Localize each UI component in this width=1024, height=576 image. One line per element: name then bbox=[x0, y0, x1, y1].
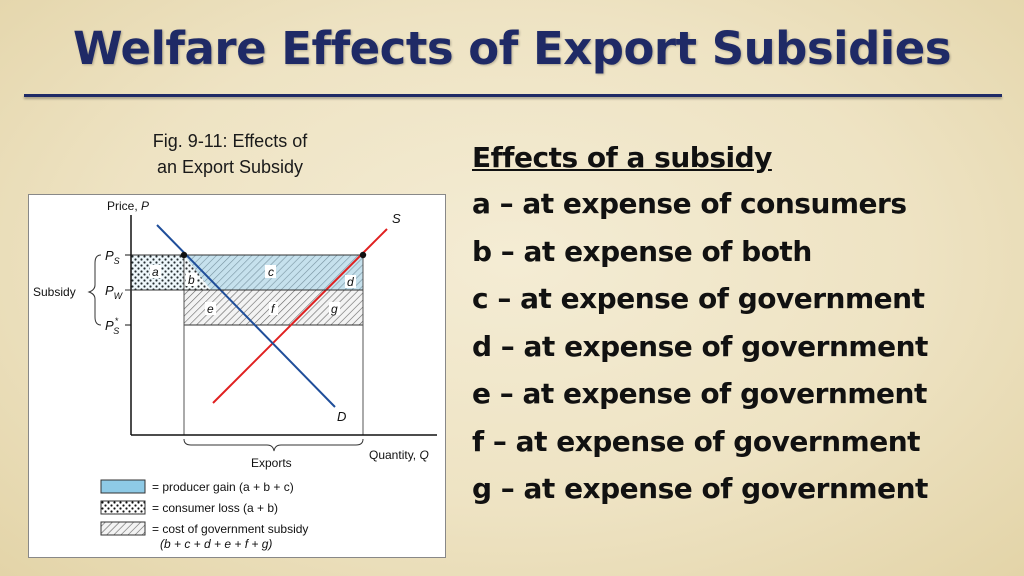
area-a-label: a bbox=[152, 265, 159, 279]
area-f-label: f bbox=[271, 302, 276, 316]
slide-title: Welfare Effects of Export Subsidies bbox=[72, 22, 952, 75]
exports-brace bbox=[183, 438, 364, 452]
effect-item-g: g – at expense of government bbox=[472, 472, 928, 505]
area-c-label: c bbox=[268, 265, 274, 279]
effects-heading: Effects of a subsidy bbox=[472, 141, 772, 174]
consumer-point bbox=[180, 251, 188, 259]
title-underline bbox=[24, 94, 1002, 97]
effect-item-e: e – at expense of government bbox=[472, 377, 927, 410]
subsidy-brace bbox=[87, 254, 102, 326]
price-pw-label: PW bbox=[105, 283, 124, 301]
effect-item-a: a – at expense of consumers bbox=[472, 187, 907, 220]
legend-producer-gain-text: = producer gain (a + b + c) bbox=[152, 480, 294, 494]
effect-item-f: f – at expense of government bbox=[472, 424, 921, 458]
area-d-label: d bbox=[347, 275, 354, 289]
supply-label: S bbox=[392, 211, 401, 226]
area-e-label: e bbox=[207, 302, 214, 316]
supply-curve bbox=[212, 228, 388, 404]
x-axis-label: Quantity, Q bbox=[369, 448, 429, 462]
exports-label: Exports bbox=[251, 456, 292, 470]
export-subsidy-figure: Price, P Quantity, Q S D PS PW P* S Subsi… bbox=[28, 194, 446, 558]
figure-caption-line1: Fig. 9-11: Effects of bbox=[152, 131, 308, 151]
effects-list: Effects of a subsidy a – at expense of c… bbox=[472, 136, 1012, 513]
legend-cost-swatch bbox=[100, 521, 146, 536]
legend-producer-gain-swatch bbox=[100, 479, 146, 494]
legend-cost-text-line2: (b + c + d + e + f + g) bbox=[160, 537, 272, 551]
price-ps-star-label: P* S bbox=[105, 316, 119, 336]
area-b-label: b bbox=[188, 273, 195, 287]
area-g-label: g bbox=[331, 302, 338, 316]
figure-caption: Fig. 9-11: Effects of an Export Subsidy bbox=[100, 128, 360, 180]
figure-caption-line2: an Export Subsidy bbox=[156, 157, 304, 177]
producer-point bbox=[359, 251, 367, 259]
effect-item-d: d – at expense of government bbox=[472, 329, 928, 363]
legend-consumer-loss-text: = consumer loss (a + b) bbox=[152, 501, 278, 515]
y-axis-label: Price, P bbox=[107, 199, 149, 213]
subsidy-label: Subsidy bbox=[33, 285, 76, 299]
price-ps-label: PS bbox=[105, 248, 120, 266]
legend-consumer-loss-swatch bbox=[100, 500, 146, 515]
demand-label: D bbox=[337, 409, 346, 424]
figure-diagram: Price, P Quantity, Q S D PS PW P* S Subsi… bbox=[33, 199, 437, 551]
legend-cost-text-line1: = cost of government subsidy bbox=[152, 522, 308, 536]
effect-item-b: b – at expense of both bbox=[472, 234, 812, 268]
effect-item-c: c – at expense of government bbox=[472, 282, 925, 315]
